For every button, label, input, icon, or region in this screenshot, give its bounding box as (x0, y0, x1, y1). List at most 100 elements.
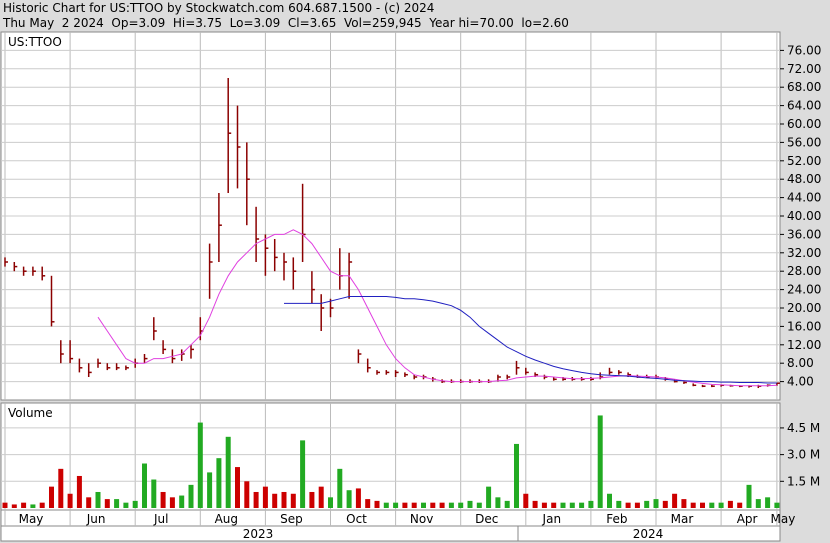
volume-bar (104, 499, 110, 508)
volume-bar (607, 493, 612, 508)
volume-bar (21, 502, 27, 508)
y-tick-label: 32.00 (787, 246, 821, 260)
volume-bar (244, 481, 250, 508)
y-tick-label: 8.00 (787, 356, 814, 370)
volume-bar (448, 502, 454, 508)
volume-bar (67, 493, 73, 508)
volume-bar (114, 499, 120, 508)
volume-bar (309, 491, 315, 508)
x-tick-label: Nov (410, 512, 433, 526)
volume-bar (355, 488, 361, 508)
y-tick-label: 3.0 M (787, 448, 820, 462)
volume-bar (86, 497, 92, 508)
volume-bar (541, 502, 547, 508)
header-line: Historic Chart for US:TTOO by Stockwatch… (3, 1, 434, 15)
moving-average (97, 229, 777, 387)
volume-bar (374, 500, 380, 508)
volume-bar (718, 502, 724, 508)
y-tick-label: 40.00 (787, 209, 821, 223)
volume-bar (169, 497, 175, 508)
volume-bar (2, 502, 8, 508)
volume-bar (197, 422, 203, 508)
volume-bar (328, 497, 333, 508)
volume-bar (774, 502, 780, 508)
volume-bar (383, 502, 389, 508)
x-tick-label: Apr (737, 512, 758, 526)
volume-bar (225, 436, 231, 508)
y-tick-label: 48.00 (787, 172, 821, 186)
volume-panel (0, 402, 781, 511)
volume-bar (476, 502, 482, 508)
x-tick-label: Aug (215, 512, 238, 526)
volume-bar (588, 500, 594, 508)
volume-bar (616, 500, 622, 508)
volume-bar (235, 467, 240, 508)
volume-bar (281, 491, 287, 508)
x-tick-label: Mar (671, 512, 694, 526)
volume-bar (653, 499, 659, 508)
y-tick-label: 52.00 (787, 154, 821, 168)
volume-bar (755, 499, 761, 508)
volume-bar (421, 502, 426, 508)
volume-bar (95, 491, 101, 508)
volume-bar (486, 486, 492, 508)
volume-bar (514, 443, 519, 508)
y-tick-label: 4.5 M (787, 421, 820, 435)
volume-label: Volume (8, 406, 53, 420)
volume-bar (402, 502, 408, 508)
volume-bar (523, 493, 529, 508)
year-label: 2024 (633, 527, 664, 541)
volume-bar (700, 502, 705, 508)
volume-bar (709, 502, 715, 508)
volume-bar (365, 499, 371, 508)
y-tick-label: 20.00 (787, 301, 821, 315)
volume-bar (346, 490, 352, 508)
y-tick-label: 12.00 (787, 338, 821, 352)
y-tick-label: 36.00 (787, 227, 821, 241)
volume-bar (681, 499, 687, 508)
y-tick-label: 60.00 (787, 117, 821, 131)
y-tick-label: 16.00 (787, 319, 821, 333)
volume-bar (30, 504, 36, 508)
volume-bar (634, 502, 640, 508)
x-tick-label: Oct (346, 512, 367, 526)
y-tick-label: 64.00 (787, 99, 821, 113)
volume-bar (737, 502, 743, 508)
volume-bar (532, 500, 538, 508)
volume-bar (504, 500, 510, 508)
y-tick-label: 76.00 (787, 43, 821, 57)
volume-bar (569, 502, 575, 508)
x-tick-label: Dec (475, 512, 498, 526)
volume-bar (207, 472, 213, 508)
volume-bar (272, 493, 278, 508)
volume-bar (76, 475, 82, 508)
y-tick-label: 68.00 (787, 80, 821, 94)
x-tick-label: May (770, 512, 795, 526)
volume-bar (393, 502, 399, 508)
year-label: 2023 (243, 527, 274, 541)
symbol-label: US:TTOO (8, 35, 62, 49)
x-tick-label: Jul (153, 512, 168, 526)
y-tick-label: 56.00 (787, 135, 821, 149)
volume-bar (160, 491, 166, 508)
volume-bar (662, 500, 668, 508)
volume-bar (579, 502, 585, 508)
y-tick-label: 44.00 (787, 191, 821, 205)
volume-bar (411, 502, 417, 508)
volume-bar (430, 502, 436, 508)
y-tick-label: 1.5 M (787, 474, 820, 488)
volume-bar (253, 491, 259, 508)
volume-bar (690, 502, 696, 508)
volume-bar (11, 504, 17, 508)
volume-bar (49, 486, 54, 508)
y-tick-label: 24.00 (787, 283, 821, 297)
x-tick-label: May (19, 512, 44, 526)
volume-bar (727, 500, 733, 508)
volume-bar (337, 468, 343, 508)
volume-bar (765, 497, 771, 508)
volume-bar (551, 502, 557, 508)
volume-bar (439, 502, 445, 508)
volume-bar (746, 484, 752, 508)
x-tick-label: Feb (606, 512, 627, 526)
